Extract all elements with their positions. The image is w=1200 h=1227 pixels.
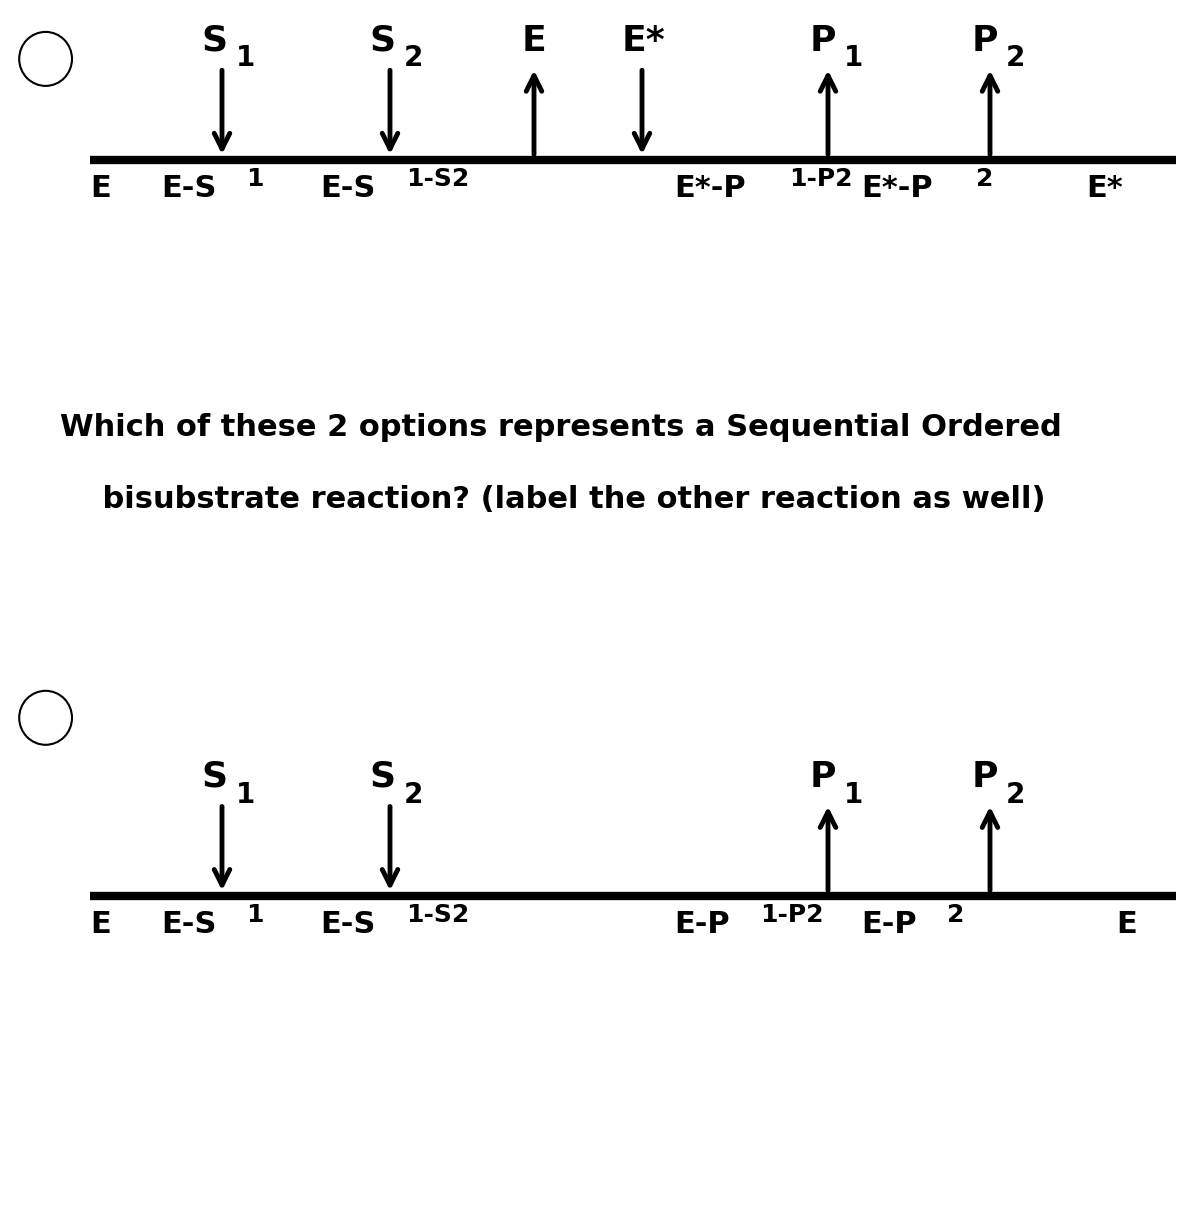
Text: P: P — [972, 23, 998, 58]
Text: Which of these 2 options represents a Sequential Ordered: Which of these 2 options represents a Se… — [60, 412, 1062, 442]
Text: 1: 1 — [247, 903, 264, 928]
Text: E*-P: E*-P — [674, 174, 746, 204]
Text: 1: 1 — [235, 44, 254, 72]
Text: E: E — [90, 174, 110, 204]
Text: 1-P2: 1-P2 — [788, 167, 852, 191]
Text: P: P — [810, 23, 836, 58]
Text: E-S: E-S — [161, 174, 216, 204]
Text: 1-S2: 1-S2 — [407, 167, 469, 191]
Text: 1: 1 — [844, 44, 863, 72]
Text: 1-P2: 1-P2 — [761, 903, 823, 928]
Text: bisubstrate reaction? (label the other reaction as well): bisubstrate reaction? (label the other r… — [60, 485, 1045, 514]
Text: 2: 2 — [1006, 44, 1025, 72]
Text: S: S — [370, 760, 396, 794]
Text: 1: 1 — [247, 167, 264, 191]
Text: P: P — [810, 760, 836, 794]
Text: E: E — [1116, 910, 1136, 940]
Text: 1-S2: 1-S2 — [407, 903, 469, 928]
Text: 2: 2 — [1006, 780, 1025, 809]
Text: E*: E* — [1086, 174, 1123, 204]
Text: E*: E* — [622, 23, 665, 58]
Text: E-P: E-P — [674, 910, 730, 940]
Text: S: S — [202, 23, 228, 58]
Text: 1: 1 — [235, 780, 254, 809]
Text: E-P: E-P — [862, 910, 917, 940]
Text: P: P — [972, 760, 998, 794]
Text: 2: 2 — [948, 903, 965, 928]
Text: 2: 2 — [976, 167, 994, 191]
Text: S: S — [370, 23, 396, 58]
Text: S: S — [202, 760, 228, 794]
Text: 1: 1 — [844, 780, 863, 809]
Text: E*-P: E*-P — [862, 174, 934, 204]
Text: E-S: E-S — [320, 910, 376, 940]
Text: E: E — [522, 23, 547, 58]
Text: 2: 2 — [403, 780, 422, 809]
Text: E-S: E-S — [161, 910, 216, 940]
Text: 2: 2 — [403, 44, 422, 72]
Text: E-S: E-S — [320, 174, 376, 204]
Text: E: E — [90, 910, 110, 940]
